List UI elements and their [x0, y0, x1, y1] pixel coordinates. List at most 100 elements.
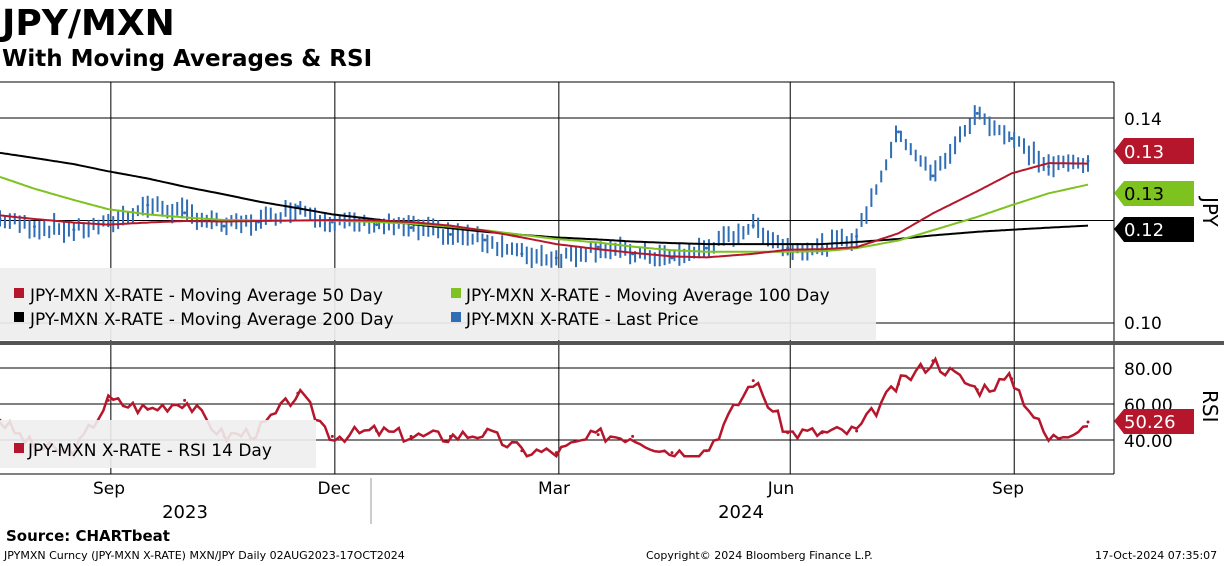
price-point [72, 228, 76, 232]
legend-swatch-last-price [451, 312, 461, 322]
rsi-point [296, 391, 300, 395]
rsi-point [596, 433, 600, 437]
price-point [375, 223, 379, 227]
price-point [704, 246, 708, 250]
rsi-point [786, 431, 790, 435]
rsi-point [183, 398, 187, 402]
price-point [751, 224, 755, 228]
y-tick-label: 80.00 [1124, 360, 1173, 380]
upper-legend-background [0, 268, 876, 340]
rsi-point [975, 388, 979, 392]
legend-swatch-ma100 [451, 288, 461, 298]
y-tick-label: 40.00 [1124, 432, 1173, 452]
footer-copyright: Copyright© 2024 Bloomberg Finance L.P. [646, 549, 873, 562]
rsi-point [1010, 377, 1014, 381]
x-month-label: Mar [538, 479, 570, 499]
price-point [0, 217, 2, 221]
price-point [520, 252, 524, 256]
rsi-point [631, 434, 635, 438]
rsi-point [448, 434, 452, 438]
upper-panel [0, 81, 1115, 341]
chart-title: JPY/MXN [2, 3, 175, 44]
rsi-point [330, 434, 334, 438]
price-point [554, 256, 558, 260]
price-bars [0, 105, 1090, 269]
value-tag-ma200-label: 0.12 [1124, 220, 1164, 241]
rsi-point [106, 398, 110, 402]
price-point [183, 211, 187, 215]
x-month-label: Dec [318, 479, 351, 499]
legend-label-last-price: JPY-MXN X-RATE - Last Price [465, 310, 699, 330]
price-point [483, 238, 487, 242]
price-point [1010, 137, 1014, 140]
price-point [975, 111, 979, 115]
footer-ticker: JPYMXN Curncy (JPY-MXN X-RATE) MXN/JPY D… [4, 549, 405, 562]
legend-swatch-ma50 [14, 288, 24, 298]
rsi-point [751, 379, 755, 383]
price-point [931, 174, 935, 178]
price-point [1086, 159, 1090, 163]
rsi-point [554, 451, 558, 455]
x-year-label: 2023 [162, 502, 208, 523]
rsi-point [820, 431, 824, 435]
rsi-point [409, 434, 413, 438]
y-axis-title-rsi: RSI [1198, 390, 1222, 423]
legend-label-ma50: JPY-MXN X-RATE - Moving Average 50 Day [29, 286, 383, 306]
x-month-label: Sep [992, 479, 1024, 499]
x-axis-labels: Sep Dec Mar Jun Sep 2023 2024 [93, 478, 1024, 524]
legend-swatch-ma200 [14, 312, 24, 322]
price-point [896, 130, 900, 134]
x-month-label: Sep [93, 479, 125, 499]
price-point [448, 232, 452, 236]
rsi-point [704, 449, 708, 453]
lower-y-tick-labels: 80.00 60.00 40.00 [1124, 360, 1173, 452]
rsi-point [375, 429, 379, 433]
value-tag-rsi-label: 50.26 [1124, 412, 1176, 433]
panel-separator[interactable] [0, 341, 1224, 345]
upper-y-tick-labels: 0.14 0.10 [1124, 110, 1162, 334]
value-tag-ma100: 0.13 [1114, 181, 1194, 206]
value-tag-ma50-label: 0.13 [1124, 142, 1164, 163]
price-point [1047, 165, 1051, 169]
rsi-14-day-line [0, 356, 1089, 460]
value-tag-rsi: 50.26 [1114, 409, 1194, 434]
lower-legend: JPY-MXN X-RATE - RSI 14 Day [0, 420, 316, 468]
price-point [596, 245, 600, 249]
rsi-point [1047, 438, 1051, 442]
rsi-point [931, 359, 935, 363]
rsi-point [855, 429, 859, 433]
moving-average-lines [0, 151, 1089, 259]
x-month-label: Jun [767, 479, 795, 499]
lower-panel [0, 345, 1115, 475]
y-axis-title-jpy: JPY [1198, 195, 1222, 228]
rsi-point [896, 382, 900, 386]
value-tag-ma100-label: 0.13 [1124, 184, 1164, 205]
y-tick-label: 0.14 [1124, 110, 1162, 130]
value-tag-ma50: 0.13 [1114, 138, 1194, 164]
rsi-point [670, 451, 674, 455]
upper-legend: JPY-MXN X-RATE - Moving Average 50 Day J… [0, 268, 876, 340]
ma100-line [0, 175, 1089, 253]
rsi-point [1086, 420, 1090, 424]
price-point [855, 234, 859, 238]
price-point [222, 224, 226, 228]
y-tick-label: 0.10 [1124, 314, 1162, 334]
x-year-label: 2024 [718, 502, 764, 523]
price-point [409, 226, 413, 230]
legend-label-rsi: JPY-MXN X-RATE - RSI 14 Day [27, 441, 272, 461]
legend-label-ma100: JPY-MXN X-RATE - Moving Average 100 Day [465, 286, 830, 306]
rsi-point [146, 407, 150, 411]
ma50-line [0, 162, 1088, 259]
value-tag-ma200: 0.12 [1114, 217, 1194, 242]
legend-label-ma200: JPY-MXN X-RATE - Moving Average 200 Day [29, 310, 394, 330]
lower-legend-background [0, 420, 316, 468]
footer-timestamp: 17-Oct-2024 07:35:07 [1095, 549, 1218, 562]
rsi-point [520, 449, 524, 453]
source-label: Source: CHARTbeat [6, 527, 170, 545]
chart-subtitle: With Moving Averages & RSI [2, 46, 373, 72]
legend-swatch-rsi [14, 443, 24, 453]
price-point [32, 225, 36, 229]
rsi-point [483, 431, 487, 435]
price-point [146, 203, 150, 207]
